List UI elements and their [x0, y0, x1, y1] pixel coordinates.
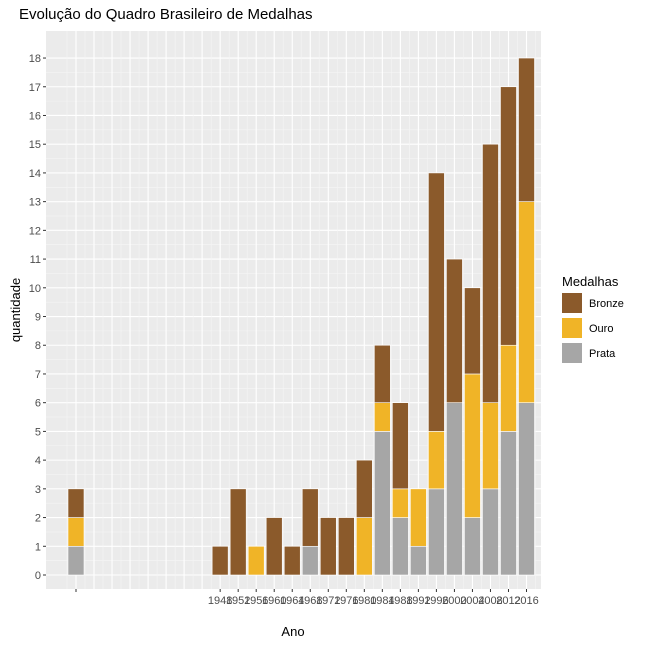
legend-key-ouro	[562, 318, 582, 338]
bar-segment-prata-unlabeled	[67, 545, 85, 576]
y-tick-label: 17	[29, 82, 41, 94]
x-tick-label: 2000	[442, 595, 466, 607]
bar-segment-bronze-1980	[356, 459, 373, 518]
bar-segment-ouro-unlabeled	[67, 517, 85, 547]
y-axis-title: quantidade	[8, 278, 23, 342]
x-tick-label: 2008	[478, 595, 502, 607]
bar-segment-prata-1992	[410, 545, 427, 576]
x-tick-label: 2004	[460, 595, 484, 607]
y-tick-label: 14	[29, 168, 41, 180]
x-tick-label: 2012	[496, 595, 520, 607]
x-tick-label: 1952	[226, 595, 250, 607]
x-axis: 1948195219561960196419681972197619801984…	[75, 589, 539, 607]
legend-label-prata: Prata	[589, 348, 616, 360]
bar-segment-bronze-2004	[464, 287, 481, 375]
y-tick-label: 4	[35, 455, 41, 467]
legend-title: Medalhas	[562, 274, 619, 289]
bar-segment-bronze-1984	[374, 344, 391, 403]
x-tick-label: 1984	[370, 595, 394, 607]
bar-segment-bronze-1988	[392, 402, 409, 490]
legend-key-bronze	[562, 293, 582, 313]
legend-key-prata	[562, 343, 582, 363]
x-tick-label: 1996	[424, 595, 448, 607]
bar-segment-ouro-1984	[374, 402, 391, 432]
bars-layer	[67, 57, 535, 576]
bar-segment-bronze-1972	[319, 517, 337, 576]
x-axis-title: Ano	[281, 624, 304, 639]
bar-segment-ouro-2012	[500, 344, 517, 432]
bar-segment-prata-2000	[446, 402, 463, 576]
bar-segment-ouro-2008	[482, 402, 499, 490]
bar-segment-prata-2004	[464, 517, 481, 576]
bar-segment-bronze-2012	[500, 86, 517, 346]
x-tick-label: 1956	[244, 595, 268, 607]
bar-segment-bronze-2008	[482, 143, 499, 403]
y-tick-label: 16	[29, 110, 41, 122]
x-tick-label: 1980	[352, 595, 376, 607]
bar-segment-bronze-1952	[229, 488, 247, 576]
bar-segment-prata-2016	[518, 402, 535, 576]
bar-segment-ouro-2004	[464, 373, 481, 518]
bar-segment-ouro-1956	[247, 545, 265, 576]
y-tick-label: 6	[35, 398, 41, 410]
bar-segment-bronze-1960	[265, 517, 283, 576]
bar-segment-prata-2008	[482, 488, 499, 576]
bar-segment-prata-1988	[392, 517, 409, 576]
y-tick-label: 13	[29, 197, 41, 209]
y-tick-label: 15	[29, 139, 41, 151]
bar-segment-ouro-2016	[518, 201, 535, 403]
legend-label-bronze: Bronze	[589, 298, 624, 310]
y-tick-label: 11	[30, 254, 41, 266]
x-tick-label: 1960	[262, 595, 286, 607]
bar-segment-bronze-unlabeled	[67, 488, 85, 518]
bar-segment-ouro-1996	[428, 431, 445, 490]
chart-title: Evolução do Quadro Brasileiro de Medalha…	[19, 6, 313, 23]
y-tick-label: 1	[35, 541, 41, 553]
bar-segment-bronze-1996	[428, 172, 445, 432]
bar-segment-bronze-1976	[337, 517, 355, 576]
bar-segment-bronze-2016	[518, 57, 535, 202]
bar-segment-bronze-1948	[211, 545, 229, 576]
bar-segment-prata-2012	[500, 431, 517, 576]
y-tick-label: 3	[35, 484, 41, 496]
bar-segment-bronze-1968	[301, 488, 319, 547]
bar-segment-bronze-2000	[446, 258, 463, 403]
bar-segment-prata-1984	[374, 431, 391, 576]
y-tick-label: 8	[35, 340, 41, 352]
x-tick-label: 1988	[388, 595, 412, 607]
x-tick-label: 1968	[298, 595, 322, 607]
y-tick-label: 5	[35, 426, 41, 438]
y-tick-label: 0	[35, 570, 41, 582]
y-tick-label: 10	[29, 283, 41, 295]
x-tick-label: 1972	[316, 595, 340, 607]
bar-segment-bronze-1964	[283, 545, 301, 576]
x-tick-label: 1964	[280, 595, 304, 607]
x-tick-label: 2016	[514, 595, 538, 607]
x-tick-label: 1992	[406, 595, 430, 607]
x-tick-label: 1948	[208, 595, 232, 607]
y-tick-label: 9	[35, 312, 41, 324]
bar-segment-prata-1996	[428, 488, 445, 576]
bar-segment-ouro-1992	[410, 488, 427, 547]
y-tick-label: 18	[29, 53, 41, 65]
bar-segment-ouro-1980	[356, 517, 373, 576]
legend-label-ouro: Ouro	[589, 323, 613, 335]
y-tick-label: 12	[29, 225, 41, 237]
legend: Medalhas Bronze Ouro Prata	[562, 274, 624, 363]
y-tick-label: 2	[35, 513, 41, 525]
y-tick-label: 7	[35, 369, 41, 381]
bar-segment-ouro-1988	[392, 488, 409, 518]
bar-segment-prata-1968	[301, 545, 319, 576]
x-tick-label: 1976	[334, 595, 358, 607]
